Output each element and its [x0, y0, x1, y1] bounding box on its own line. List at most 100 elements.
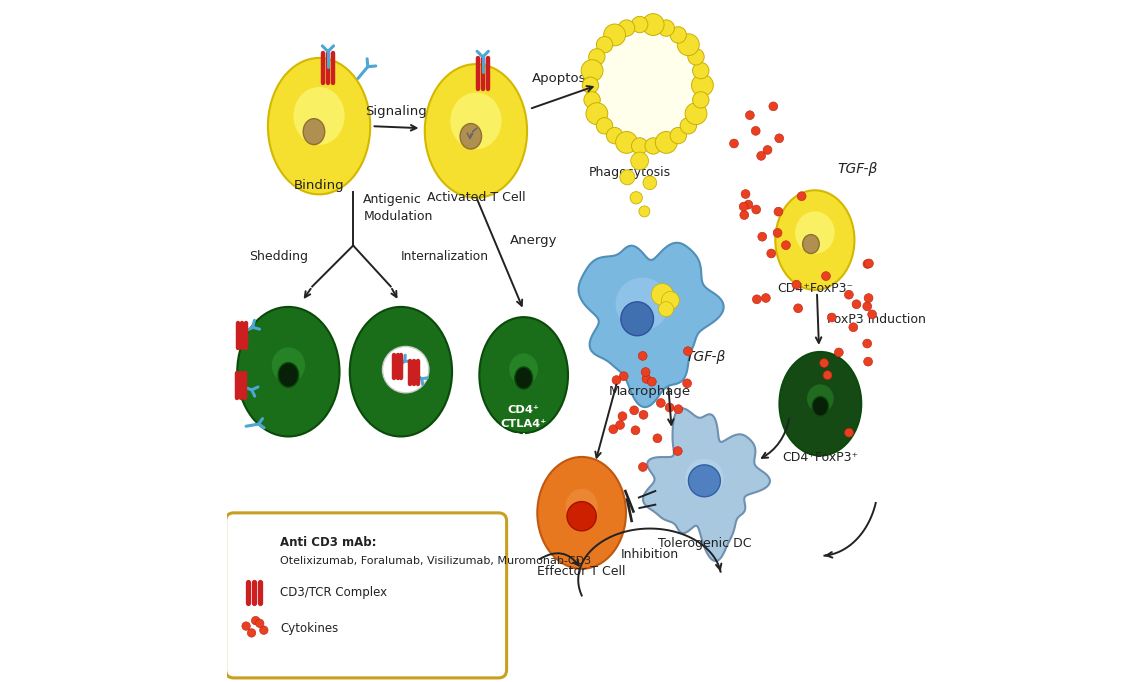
Text: Activated T Cell: Activated T Cell — [427, 191, 525, 204]
Ellipse shape — [509, 353, 538, 385]
Ellipse shape — [278, 363, 299, 387]
Circle shape — [638, 206, 650, 217]
Circle shape — [774, 207, 783, 216]
Ellipse shape — [621, 302, 653, 336]
Circle shape — [849, 323, 858, 331]
Ellipse shape — [795, 211, 835, 254]
Circle shape — [586, 103, 608, 125]
Text: Binding: Binding — [294, 179, 344, 192]
Circle shape — [256, 619, 264, 627]
Circle shape — [741, 190, 750, 198]
Circle shape — [616, 132, 637, 153]
Ellipse shape — [303, 119, 325, 145]
Ellipse shape — [776, 190, 854, 290]
Text: Phagocytosis: Phagocytosis — [588, 166, 670, 179]
Circle shape — [666, 403, 674, 412]
Circle shape — [767, 249, 776, 258]
Circle shape — [670, 27, 686, 43]
Circle shape — [863, 260, 871, 269]
Text: Effector T Cell: Effector T Cell — [537, 565, 626, 578]
Circle shape — [684, 346, 692, 355]
Circle shape — [757, 151, 766, 160]
Circle shape — [383, 346, 429, 393]
Circle shape — [685, 103, 707, 125]
Circle shape — [655, 132, 677, 153]
Circle shape — [670, 128, 686, 144]
Circle shape — [648, 377, 657, 386]
Circle shape — [740, 202, 749, 211]
Circle shape — [643, 176, 657, 190]
Circle shape — [835, 348, 843, 357]
Text: Anti CD3 mAb:: Anti CD3 mAb: — [281, 536, 377, 550]
Circle shape — [640, 411, 648, 419]
Circle shape — [692, 74, 713, 96]
Ellipse shape — [803, 235, 819, 254]
Ellipse shape — [515, 367, 533, 389]
Circle shape — [862, 302, 871, 311]
Circle shape — [763, 145, 772, 154]
Circle shape — [751, 126, 760, 135]
Ellipse shape — [812, 396, 828, 416]
Circle shape — [612, 376, 621, 385]
Circle shape — [674, 404, 683, 413]
Circle shape — [693, 63, 709, 79]
Ellipse shape — [425, 64, 527, 198]
Text: Signaling: Signaling — [366, 105, 427, 118]
Circle shape — [260, 626, 268, 634]
Text: CD4⁺
CTLA4⁺
PDL1⁺: CD4⁺ CTLA4⁺ PDL1⁺ — [501, 405, 546, 443]
Circle shape — [242, 622, 250, 630]
Circle shape — [687, 48, 704, 65]
Circle shape — [603, 24, 626, 46]
Circle shape — [642, 14, 665, 35]
Circle shape — [674, 447, 683, 456]
Circle shape — [567, 501, 596, 531]
Circle shape — [618, 412, 627, 421]
Circle shape — [661, 291, 679, 309]
Circle shape — [844, 428, 853, 437]
Text: Inhibition: Inhibition — [620, 548, 679, 561]
Text: Antigenic
Modulation: Antigenic Modulation — [364, 193, 433, 223]
Circle shape — [616, 421, 625, 430]
Text: TGF-β: TGF-β — [685, 351, 726, 364]
Polygon shape — [578, 243, 724, 407]
Text: FoxP3 Induction: FoxP3 Induction — [827, 312, 926, 326]
Circle shape — [693, 91, 709, 108]
Circle shape — [596, 37, 612, 53]
Circle shape — [864, 259, 874, 268]
Circle shape — [797, 192, 807, 201]
Ellipse shape — [685, 459, 724, 496]
Text: TGF-β: TGF-β — [837, 162, 878, 176]
Ellipse shape — [479, 317, 568, 433]
Text: Anergy: Anergy — [510, 233, 558, 247]
Circle shape — [632, 16, 648, 33]
Circle shape — [683, 379, 692, 388]
Ellipse shape — [537, 457, 626, 569]
Circle shape — [758, 233, 767, 241]
Circle shape — [653, 434, 662, 443]
Circle shape — [645, 138, 661, 154]
Ellipse shape — [450, 93, 501, 149]
Circle shape — [752, 205, 761, 214]
Text: Cytokines: Cytokines — [281, 622, 339, 636]
Circle shape — [769, 102, 778, 110]
Circle shape — [824, 371, 832, 380]
Circle shape — [620, 170, 635, 185]
Ellipse shape — [616, 278, 669, 331]
Text: Apoptosis: Apoptosis — [532, 72, 598, 85]
Circle shape — [844, 291, 853, 299]
Circle shape — [680, 117, 696, 134]
Circle shape — [630, 192, 642, 204]
Ellipse shape — [293, 87, 344, 145]
Circle shape — [782, 241, 791, 250]
Circle shape — [761, 293, 770, 302]
Ellipse shape — [268, 58, 370, 194]
Circle shape — [852, 300, 861, 309]
Ellipse shape — [272, 347, 304, 383]
Circle shape — [752, 295, 761, 303]
Text: Shedding: Shedding — [249, 250, 308, 263]
Circle shape — [583, 77, 599, 93]
Circle shape — [584, 91, 600, 108]
Circle shape — [582, 60, 603, 82]
Circle shape — [863, 357, 872, 366]
Circle shape — [729, 139, 738, 148]
